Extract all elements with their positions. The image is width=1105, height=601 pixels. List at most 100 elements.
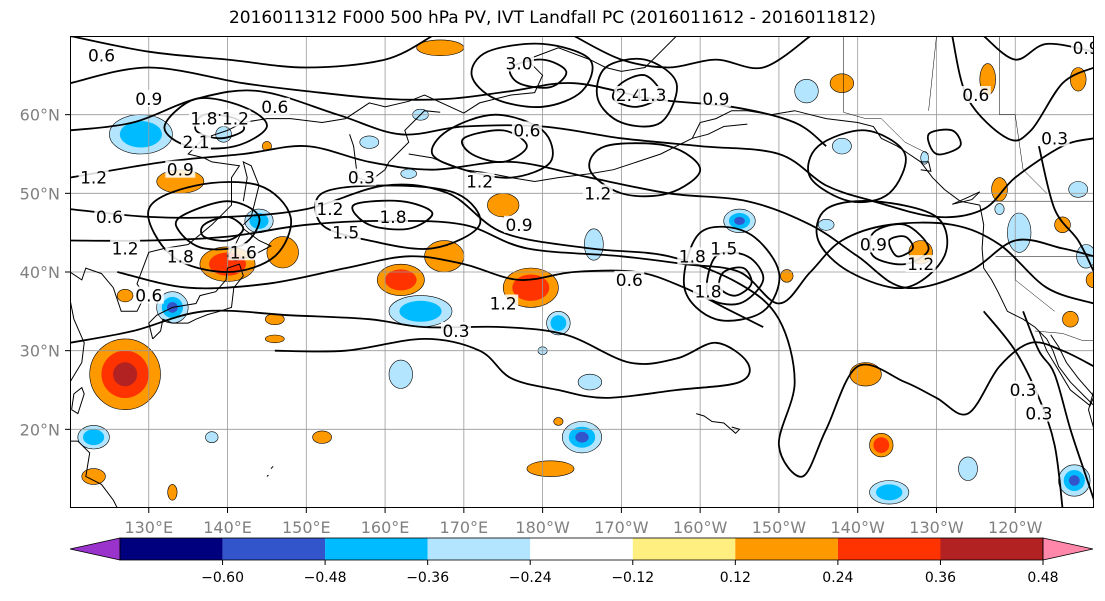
ivt-shade-region	[849, 362, 882, 387]
ivt-shade-region	[83, 429, 105, 446]
lat-tick-label: 30°N	[20, 342, 60, 361]
contour-label: 1.8	[167, 247, 194, 267]
contour-label: 1.2	[112, 239, 139, 259]
ivt-shade-region	[583, 228, 604, 261]
coastline	[979, 205, 1094, 407]
contour-label: 1.2	[584, 184, 611, 204]
lon-tick-label: 120°W	[988, 518, 1043, 537]
lon-tick-label: 140°W	[831, 518, 886, 537]
ivt-shade-region	[1068, 475, 1080, 486]
contour-label-bg	[110, 239, 141, 257]
pv-contour-loop	[314, 184, 482, 250]
contour-label-bg	[259, 97, 290, 115]
contour-label: 2.4	[616, 86, 643, 106]
colorbar-bin	[222, 538, 326, 560]
colorbar-tick-label: 0.12	[720, 570, 751, 586]
coastline	[1038, 330, 1094, 407]
contour-label: 1.8	[694, 283, 721, 303]
ivt-shade-region	[920, 151, 929, 165]
lon-tick-label: 150°E	[282, 518, 331, 537]
contour-label: 0.9	[860, 236, 887, 256]
contour-label-bg	[582, 184, 613, 202]
contour-label: 0.9	[167, 161, 194, 181]
colorbar-tick-label: 0.36	[925, 570, 956, 586]
map-title: 2016011312 F000 500 hPa PV, IVT Landfall…	[228, 8, 876, 28]
contour-label: 0.6	[616, 271, 643, 291]
contour-label: 0.6	[88, 47, 115, 67]
ivt-shade-region	[81, 468, 106, 485]
pv-contour-loop	[683, 225, 781, 322]
contour-label-bg	[86, 46, 117, 64]
contour-label: 3.0	[505, 55, 532, 75]
contour-label-bg	[905, 255, 936, 273]
contour-label-bg	[378, 207, 408, 225]
contour-label: 1.6	[230, 243, 257, 263]
contour-label: 1.8	[679, 247, 706, 267]
lat-tick-label: 20°N	[20, 420, 60, 439]
contour-label: 2.1	[182, 133, 209, 153]
colorbar-tick-label: −0.12	[611, 570, 654, 586]
contour-label-bg	[488, 294, 519, 312]
colorbar-bin	[325, 538, 428, 560]
ivt-shade-region	[832, 137, 852, 155]
contour-label-bg	[693, 282, 723, 300]
contour-label-bg	[464, 172, 495, 190]
colorbar-tick-label: −0.48	[304, 570, 347, 586]
contour-label: 0.6	[513, 121, 540, 141]
pv-contour-line	[573, 36, 811, 70]
political-border	[1014, 256, 1055, 312]
contour-label: 0.9	[135, 90, 162, 110]
contour-label: 1.2	[222, 110, 249, 130]
pv-contour-line	[70, 183, 1094, 478]
contour-label: 0.3	[348, 169, 375, 189]
ivt-shade-region	[487, 193, 520, 218]
lon-tick-label: 150°W	[752, 518, 807, 537]
lon-tick-label: 140°E	[203, 518, 252, 537]
ivt-shade-region	[1085, 271, 1094, 289]
coastline	[148, 263, 244, 340]
pv-contour-loop	[588, 142, 702, 198]
ivt-shade-region	[205, 431, 219, 444]
coastline	[242, 160, 260, 226]
contour-label: 1.5	[710, 239, 737, 259]
contour-label-bg	[220, 109, 251, 127]
coastline	[266, 474, 269, 477]
ivt-shade-region	[1062, 311, 1079, 328]
ivt-shade-region	[399, 300, 442, 322]
contour-label: 0.3	[442, 322, 469, 342]
contour-label-bg	[504, 215, 534, 233]
pv-contour-line	[1022, 310, 1094, 501]
contour-label-bg	[441, 322, 471, 339]
contour-label-bg	[181, 133, 211, 151]
contour-label: 1.5	[332, 224, 359, 244]
ivt-shade-region	[876, 484, 903, 501]
political-border	[843, 36, 929, 155]
ivt-shade-region	[577, 373, 603, 391]
colorbar-tick-label: −0.60	[201, 570, 244, 586]
coastline	[70, 440, 118, 508]
ivt-shade-region	[312, 430, 332, 444]
ivt-shade-region	[116, 289, 134, 303]
pv-contour-line	[70, 66, 827, 147]
pv-contour-loop	[470, 42, 594, 108]
ivt-shade-region	[400, 168, 417, 179]
ivt-shade-region	[994, 203, 1005, 215]
ivt-shade-region	[167, 484, 178, 501]
pv-contour-line	[70, 36, 433, 69]
contour-label: 0.6	[962, 86, 989, 106]
colorbar-tick-label: 0.24	[822, 570, 853, 586]
contour-label: 0.6	[261, 98, 288, 118]
contour-label: 1.2	[466, 173, 493, 193]
ivt-shade-region	[550, 315, 567, 331]
pv-contour-line	[70, 89, 1094, 219]
colorbar-outline	[119, 537, 1044, 561]
lon-tick-label: 160°E	[361, 518, 410, 537]
contour-label-bg	[1023, 404, 1054, 422]
contour-label: 1.2	[80, 169, 107, 189]
coastline	[270, 465, 274, 470]
contour-label-bg	[637, 86, 668, 103]
coastline	[408, 133, 709, 183]
pv-contour-loop	[163, 97, 268, 150]
colorbar: −0.60 −0.48 −0.36 −0.24 −0.12 0.12 0.24 0.36 0.4…	[69, 537, 1094, 586]
contour-label: 1.2	[490, 295, 517, 315]
